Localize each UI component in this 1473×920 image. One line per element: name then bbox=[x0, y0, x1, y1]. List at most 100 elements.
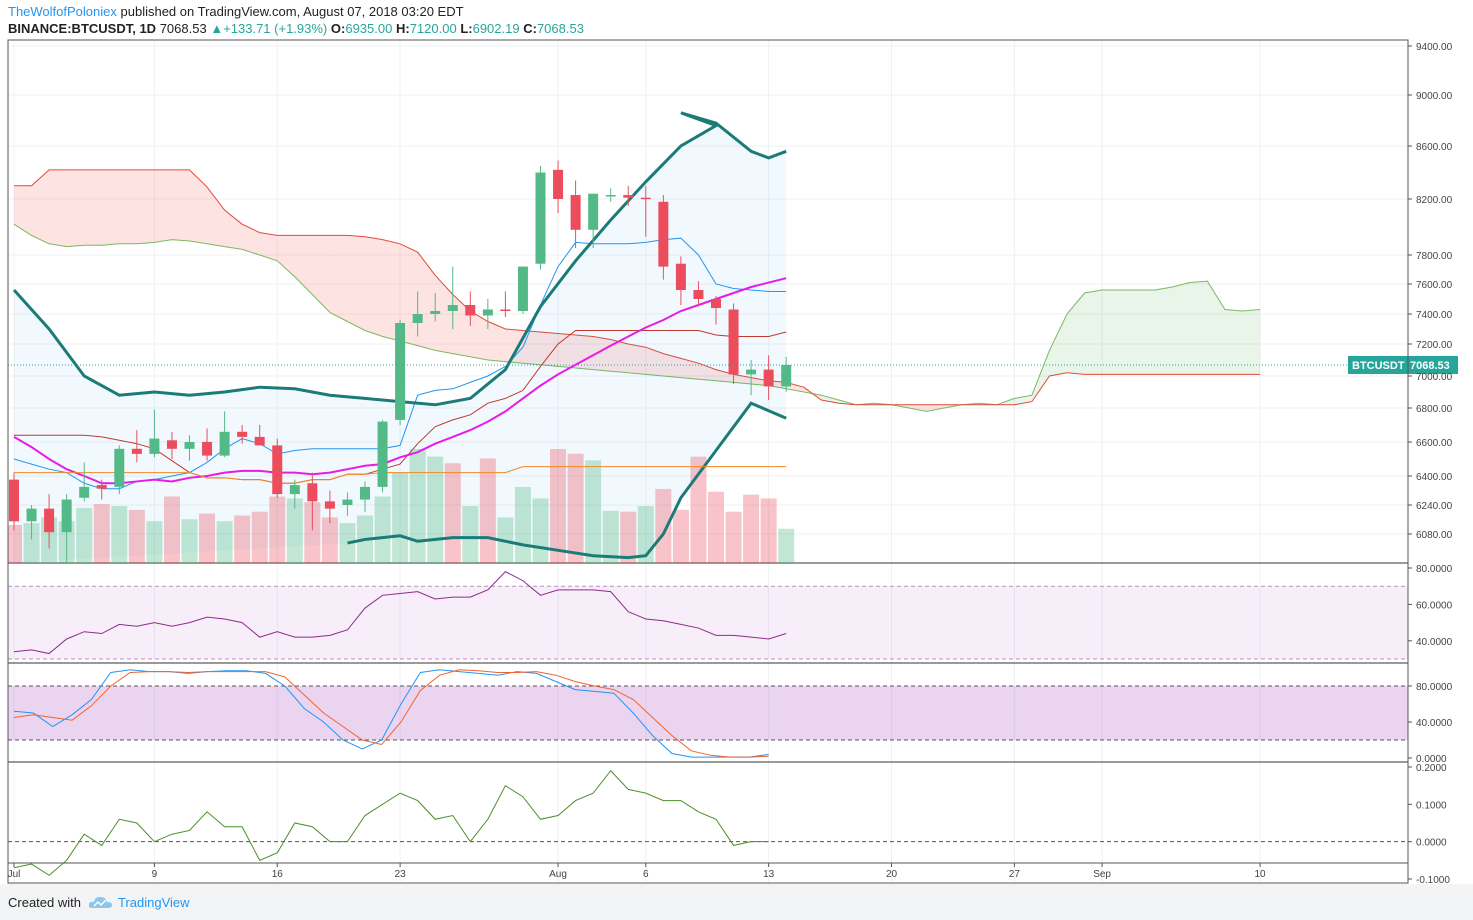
candlesticks[interactable] bbox=[9, 160, 792, 576]
candle-body bbox=[9, 479, 19, 522]
cloud-segment bbox=[733, 374, 752, 384]
created-with-label: Created with bbox=[8, 895, 81, 910]
stoch-tick-label: 80.0000 bbox=[1416, 682, 1453, 693]
volume-bar bbox=[23, 523, 40, 563]
candle-body bbox=[254, 436, 265, 446]
cloud-segment bbox=[312, 235, 330, 313]
cloud-segment bbox=[171, 169, 190, 241]
cloud-segment bbox=[487, 321, 506, 362]
axes: 6080.00 6240.00 6400.00 6600.00 6800.00 7000.… bbox=[7, 39, 1453, 884]
price-tick-label: 6240.00 bbox=[1416, 501, 1453, 512]
volume-bar bbox=[532, 498, 549, 563]
mom-tick-label: 0.2000 bbox=[1416, 763, 1447, 774]
volume-bar bbox=[725, 511, 742, 563]
candle-body bbox=[412, 314, 423, 323]
volume-bar bbox=[304, 502, 321, 563]
close-value: 7068.53 bbox=[536, 21, 584, 36]
cloud-segment bbox=[1137, 290, 1155, 375]
publish-line: TheWolfofPoloniex published on TradingVi… bbox=[8, 3, 584, 20]
volume-bar bbox=[216, 521, 233, 563]
cloud-segment bbox=[66, 169, 85, 247]
senkou-span-b-line bbox=[14, 169, 1261, 406]
candle-body bbox=[166, 440, 177, 449]
open-label: O: bbox=[330, 21, 346, 36]
candle-body bbox=[289, 485, 300, 495]
cloud-segment bbox=[14, 185, 32, 236]
candle-body bbox=[746, 369, 757, 375]
candle-body bbox=[395, 323, 406, 420]
cloud-segment bbox=[610, 339, 629, 373]
price-tick-label: 7200.00 bbox=[1416, 340, 1453, 351]
candle-body bbox=[640, 197, 651, 200]
cloud-segment bbox=[1154, 287, 1173, 375]
cloud-segment bbox=[1207, 281, 1225, 375]
cloud-segment bbox=[1189, 281, 1208, 375]
candle-body bbox=[711, 299, 721, 308]
rsi-tick-label: 60.0000 bbox=[1416, 600, 1453, 611]
candle-body bbox=[96, 485, 107, 489]
candle-body bbox=[482, 309, 493, 316]
cloud-segment bbox=[1224, 309, 1243, 375]
low-label: L: bbox=[460, 21, 473, 36]
volume-bar bbox=[76, 507, 93, 563]
time-tick-label: Sep bbox=[1093, 869, 1111, 880]
volume-bar bbox=[251, 511, 268, 563]
candle-body bbox=[342, 499, 353, 505]
ohlc-line: BINANCE:BTCUSDT, 1D 7068.53 ▲+133.71 (+1… bbox=[8, 20, 584, 37]
time-tick-label: 9 bbox=[152, 869, 158, 880]
candle-body bbox=[570, 195, 581, 230]
volume-bar bbox=[286, 498, 303, 563]
cloud-segment bbox=[522, 330, 541, 365]
candle-body bbox=[202, 442, 213, 456]
volume-bar bbox=[427, 456, 444, 563]
price-tick-label: 9000.00 bbox=[1416, 91, 1453, 102]
cloud-segment bbox=[382, 239, 401, 341]
cloud-segment bbox=[645, 347, 664, 376]
volume-bar bbox=[743, 494, 760, 563]
price-tick-label: 8200.00 bbox=[1416, 195, 1453, 206]
cloud-segment bbox=[470, 311, 488, 360]
candle-body bbox=[307, 483, 318, 502]
cloud-segment bbox=[540, 332, 559, 367]
publish-info: published on TradingView.com, August 07,… bbox=[120, 4, 464, 19]
rsi-tick-label: 80.0000 bbox=[1416, 564, 1453, 575]
ichimoku-cloud bbox=[13, 169, 1261, 412]
cloud-segment bbox=[716, 369, 734, 383]
candle-body bbox=[79, 486, 90, 498]
candle-body bbox=[360, 486, 370, 500]
candle-body bbox=[465, 305, 476, 316]
cloud-segment bbox=[1084, 290, 1103, 375]
cloud-segment bbox=[365, 236, 383, 337]
last-price-marker: BTCUSDT 7068.53 bbox=[8, 356, 1458, 374]
high-value: 7120.00 bbox=[409, 21, 457, 36]
cloud-segment bbox=[347, 235, 365, 331]
candle-body bbox=[728, 309, 739, 375]
volume-bar bbox=[199, 513, 216, 563]
last-price-value-label: 7068.53 bbox=[1410, 360, 1450, 372]
cloud-segment bbox=[1049, 314, 1067, 376]
symbol-label: BINANCE:BTCUSDT, 1D bbox=[8, 21, 157, 36]
low-value: 6902.19 bbox=[472, 21, 520, 36]
volume-bar bbox=[760, 498, 777, 563]
stoch-tick-label: 0.0000 bbox=[1416, 754, 1447, 765]
tradingview-link[interactable]: TradingView bbox=[118, 895, 190, 910]
chart-canvas[interactable]: BTCUSDT 7068.53 6080.006240.006400.00660… bbox=[0, 0, 1473, 884]
author-link[interactable]: TheWolfofPoloniex bbox=[8, 4, 117, 19]
cloud-segment bbox=[1119, 290, 1138, 375]
volume-bar bbox=[550, 449, 567, 563]
mom-tick-label: 0.0000 bbox=[1416, 838, 1447, 849]
last-price-symbol-label: BTCUSDT bbox=[1352, 360, 1405, 372]
momentum-line bbox=[13, 769, 769, 876]
volume-bar bbox=[708, 491, 724, 563]
price-tick-label: 7800.00 bbox=[1416, 251, 1453, 262]
candle-body bbox=[517, 266, 528, 311]
candle-body bbox=[26, 508, 37, 522]
volume-bar bbox=[655, 488, 672, 563]
cloud-segment bbox=[417, 252, 436, 351]
cloud-segment bbox=[242, 224, 260, 255]
bollinger-upper-line bbox=[12, 111, 787, 407]
time-tick-label: 27 bbox=[1009, 869, 1021, 880]
candle-body bbox=[272, 445, 283, 495]
open-value: 6935.00 bbox=[345, 21, 393, 36]
cloud-segment bbox=[593, 336, 611, 372]
